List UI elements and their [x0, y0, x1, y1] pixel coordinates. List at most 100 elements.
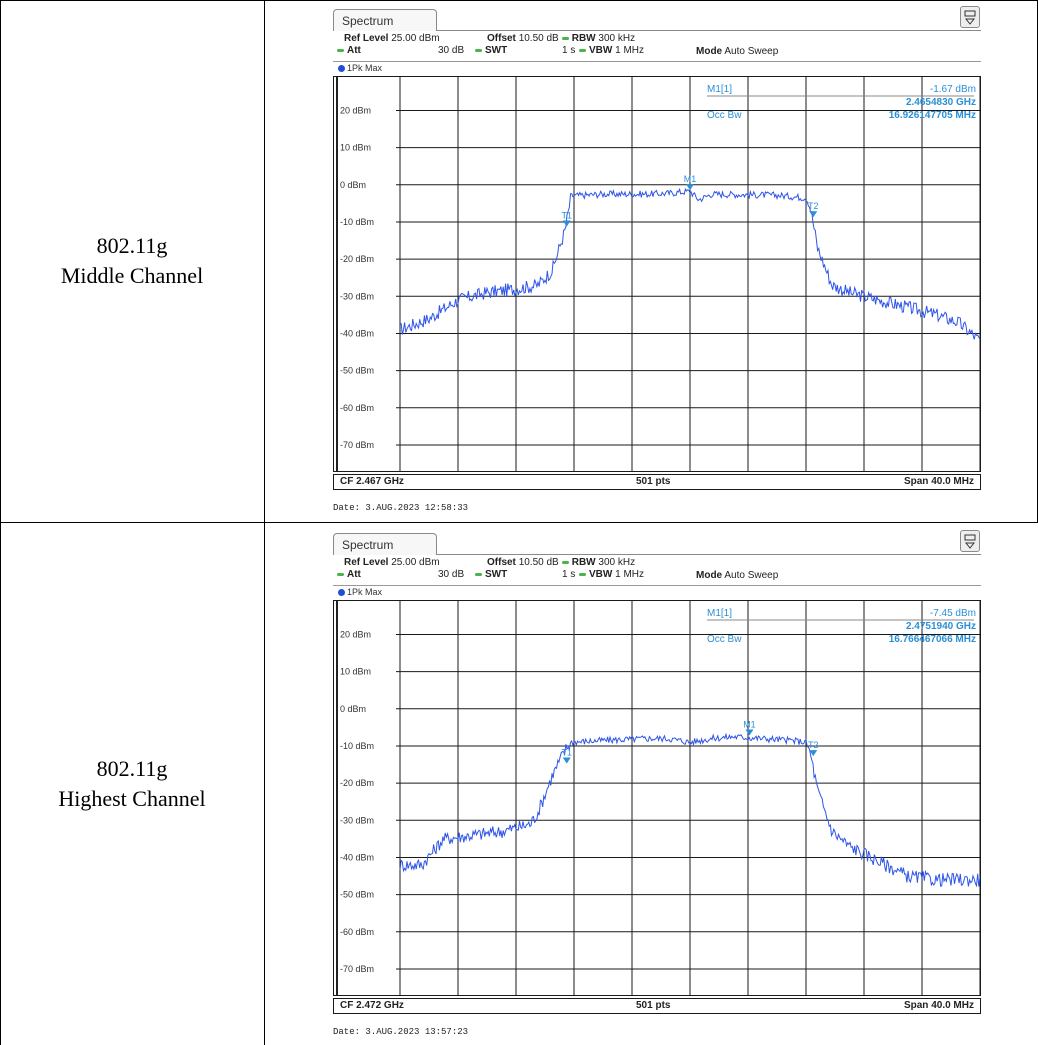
- vbw: VBW 1 MHz: [576, 45, 644, 56]
- y-tick-label: -30 dBm: [340, 815, 374, 825]
- tab-underline: [437, 554, 981, 555]
- ref-level-value: 25.00 dBm: [391, 33, 440, 44]
- marker-triangle: [745, 729, 754, 736]
- offset-value: 10.50 dB: [518, 557, 559, 568]
- att-value: 30 dB: [438, 45, 465, 56]
- spectrum-tab[interactable]: Spectrum: [333, 533, 437, 555]
- collapse-icon[interactable]: [960, 530, 980, 552]
- capture-date: Date: 3.AUG.2023 13:57:23: [333, 1027, 469, 1037]
- occ-bw-value: 16.766467066 MHz: [889, 634, 976, 645]
- marker-frequency: 2.4751940 GHz: [906, 621, 976, 632]
- occ-bw-value: 16.926147705 MHz: [889, 110, 976, 121]
- trace-dot-icon: [338, 589, 345, 597]
- mode: Mode Auto Sweep: [696, 570, 778, 581]
- swt-label: SWT: [485, 569, 508, 580]
- marker-triangle: [686, 184, 694, 191]
- ref-level: Ref Level 25.00 dBm: [344, 33, 440, 44]
- row-label-middle-channel: 802.11g Middle Channel: [0, 0, 264, 522]
- y-tick-label: -40 dBm: [340, 328, 374, 338]
- center-frequency: CF 2.472 GHz: [340, 1000, 404, 1011]
- row-label-line1: 802.11g: [96, 755, 168, 781]
- span: Span 40.0 MHz: [903, 1000, 974, 1011]
- trace-dot-icon: [338, 65, 345, 73]
- table-border-left: [0, 0, 1, 1045]
- marker-triangle: [562, 220, 571, 227]
- offset: Offset 10.50 dB RBW 300 kHz: [487, 557, 635, 568]
- table-border-top: [0, 0, 1038, 1]
- sweep-points: 501 pts: [636, 476, 671, 487]
- header-divider: [333, 585, 981, 586]
- y-tick-label: -10 dBm: [340, 217, 374, 227]
- span: Span 40.0 MHz: [903, 476, 974, 487]
- marker-label: M1[1]: [707, 84, 732, 95]
- swt-value: 1 s: [562, 45, 576, 56]
- spectrum-tab[interactable]: Spectrum: [333, 9, 437, 31]
- marker-level: -7.45 dBm: [930, 608, 976, 619]
- plot-footer: CF 2.467 GHz 501 pts Span 40.0 MHz: [333, 474, 981, 490]
- tab-underline: [437, 30, 981, 31]
- y-tick-label: 20 dBm: [340, 629, 371, 639]
- att-value: 30 dB: [438, 569, 465, 580]
- vbw-label: VBW: [589, 45, 613, 56]
- rbw-value: 300 kHz: [598, 557, 636, 568]
- y-tick-label: 0 dBm: [340, 704, 366, 714]
- rbw-label: RBW: [571, 33, 596, 44]
- ref-level-value: 25.00 dBm: [391, 557, 440, 568]
- marker-name: M1: [684, 174, 697, 184]
- rbw-value: 300 kHz: [598, 33, 636, 44]
- y-tick-label: -10 dBm: [340, 741, 374, 751]
- swt: SWT: [472, 45, 507, 56]
- table-column-divider: [264, 0, 265, 1045]
- offset-value: 10.50 dB: [518, 33, 559, 44]
- swt: SWT: [472, 569, 507, 580]
- trace-indicator: 1Pk Max: [338, 62, 382, 74]
- offset-label: Offset: [487, 557, 516, 568]
- vbw-label: VBW: [589, 569, 613, 580]
- rbw-label: RBW: [571, 557, 596, 568]
- offset: Offset 10.50 dB RBW 300 kHz: [487, 33, 635, 44]
- marker-name: T1: [561, 211, 572, 221]
- y-tick-label: 20 dBm: [340, 105, 371, 115]
- row-label-line2: Highest Channel: [58, 785, 206, 811]
- row-label-highest-channel: 802.11g Highest Channel: [0, 522, 264, 1045]
- att: Att: [334, 569, 361, 580]
- y-tick-label: 10 dBm: [340, 667, 371, 677]
- capture-date: Date: 3.AUG.2023 12:58:33: [333, 503, 469, 513]
- marker-triangle: [809, 211, 818, 218]
- occ-bw-label: Occ Bw: [707, 634, 742, 645]
- plot-area: 20 dBm 10 dBm 0 dBm -10 dBm -20 dBm -30 dBm -4…: [333, 76, 981, 472]
- marker-name: M1: [743, 719, 756, 729]
- row-label-line1: 802.11g: [96, 233, 168, 258]
- trace-line: [399, 732, 981, 888]
- table-row-divider: [0, 522, 1038, 523]
- att: Att: [334, 45, 361, 56]
- marker-triangle: [809, 750, 818, 757]
- vbw-value: 1 MHz: [615, 45, 645, 56]
- collapse-icon[interactable]: [960, 6, 980, 28]
- marker-name: T2: [808, 201, 819, 211]
- y-tick-label: -40 dBm: [340, 852, 374, 862]
- y-tick-label: 0 dBm: [340, 180, 366, 190]
- spectrum-plot-svg: 20 dBm 10 dBm 0 dBm -10 dBm -20 dBm -30 dBm -4…: [336, 77, 981, 471]
- spectrum-plot-svg: 20 dBm 10 dBm 0 dBm -10 dBm -20 dBm -30 dBm -4…: [336, 601, 981, 995]
- ref-level: Ref Level 25.00 dBm: [344, 557, 440, 568]
- trace-label: 1Pk Max: [347, 587, 383, 597]
- plot-area: 20 dBm 10 dBm 0 dBm -10 dBm -20 dBm -30 dBm -4…: [333, 600, 981, 996]
- sweep-points: 501 pts: [636, 1000, 671, 1011]
- vbw-value: 1 MHz: [615, 569, 645, 580]
- marker-triangle: [562, 757, 571, 764]
- swt-label: SWT: [485, 45, 508, 56]
- mode-label: Mode: [696, 570, 723, 581]
- y-tick-label: 10 dBm: [340, 143, 371, 153]
- mode-value: Auto Sweep: [724, 570, 779, 581]
- y-tick-label: -50 dBm: [340, 366, 374, 376]
- occ-bw-label: Occ Bw: [707, 110, 742, 121]
- trace-label: 1Pk Max: [347, 63, 383, 73]
- center-frequency: CF 2.467 GHz: [340, 476, 404, 487]
- marker-level: -1.67 dBm: [930, 84, 976, 95]
- mode-value: Auto Sweep: [724, 46, 779, 57]
- att-label: Att: [347, 569, 361, 580]
- y-tick-label: -30 dBm: [340, 291, 374, 301]
- trace-indicator: 1Pk Max: [338, 586, 382, 598]
